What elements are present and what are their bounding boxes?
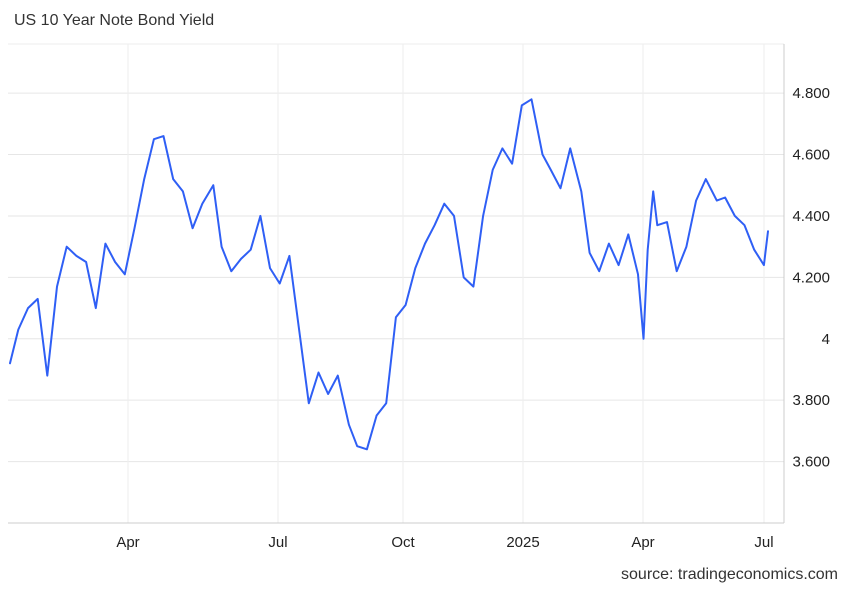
y-tick-labels: 3.600 3.800 4 4.200 4.400 4.600 4.800 (792, 85, 830, 470)
vertical-gridlines (127, 44, 765, 523)
x-tick-label: 2025 (506, 534, 539, 551)
x-tick-labels: Apr Jul Oct 2025 Apr Jul (116, 534, 773, 551)
x-tick-label: Apr (116, 534, 139, 551)
series-line-0 (9, 98, 769, 451)
y-tick-label: 4.800 (792, 85, 830, 102)
x-tick-label: Oct (391, 534, 415, 551)
y-tick-label: 4.600 (792, 147, 830, 164)
series-lines (9, 98, 769, 451)
source-label: source: tradingeconomics.com (621, 566, 838, 583)
chart-title: US 10 Year Note Bond Yield (14, 12, 215, 29)
x-tick-label: Apr (631, 534, 654, 551)
y-tick-label: 4 (822, 331, 830, 348)
y-tick-label: 3.800 (792, 392, 830, 409)
y-tick-label: 3.600 (792, 454, 830, 471)
y-tick-label: 4.400 (792, 208, 830, 225)
x-tick-label: Jul (754, 534, 773, 551)
horizontal-gridlines (8, 43, 784, 463)
y-tick-label: 4.200 (792, 269, 830, 286)
x-tick-label: Jul (268, 534, 287, 551)
